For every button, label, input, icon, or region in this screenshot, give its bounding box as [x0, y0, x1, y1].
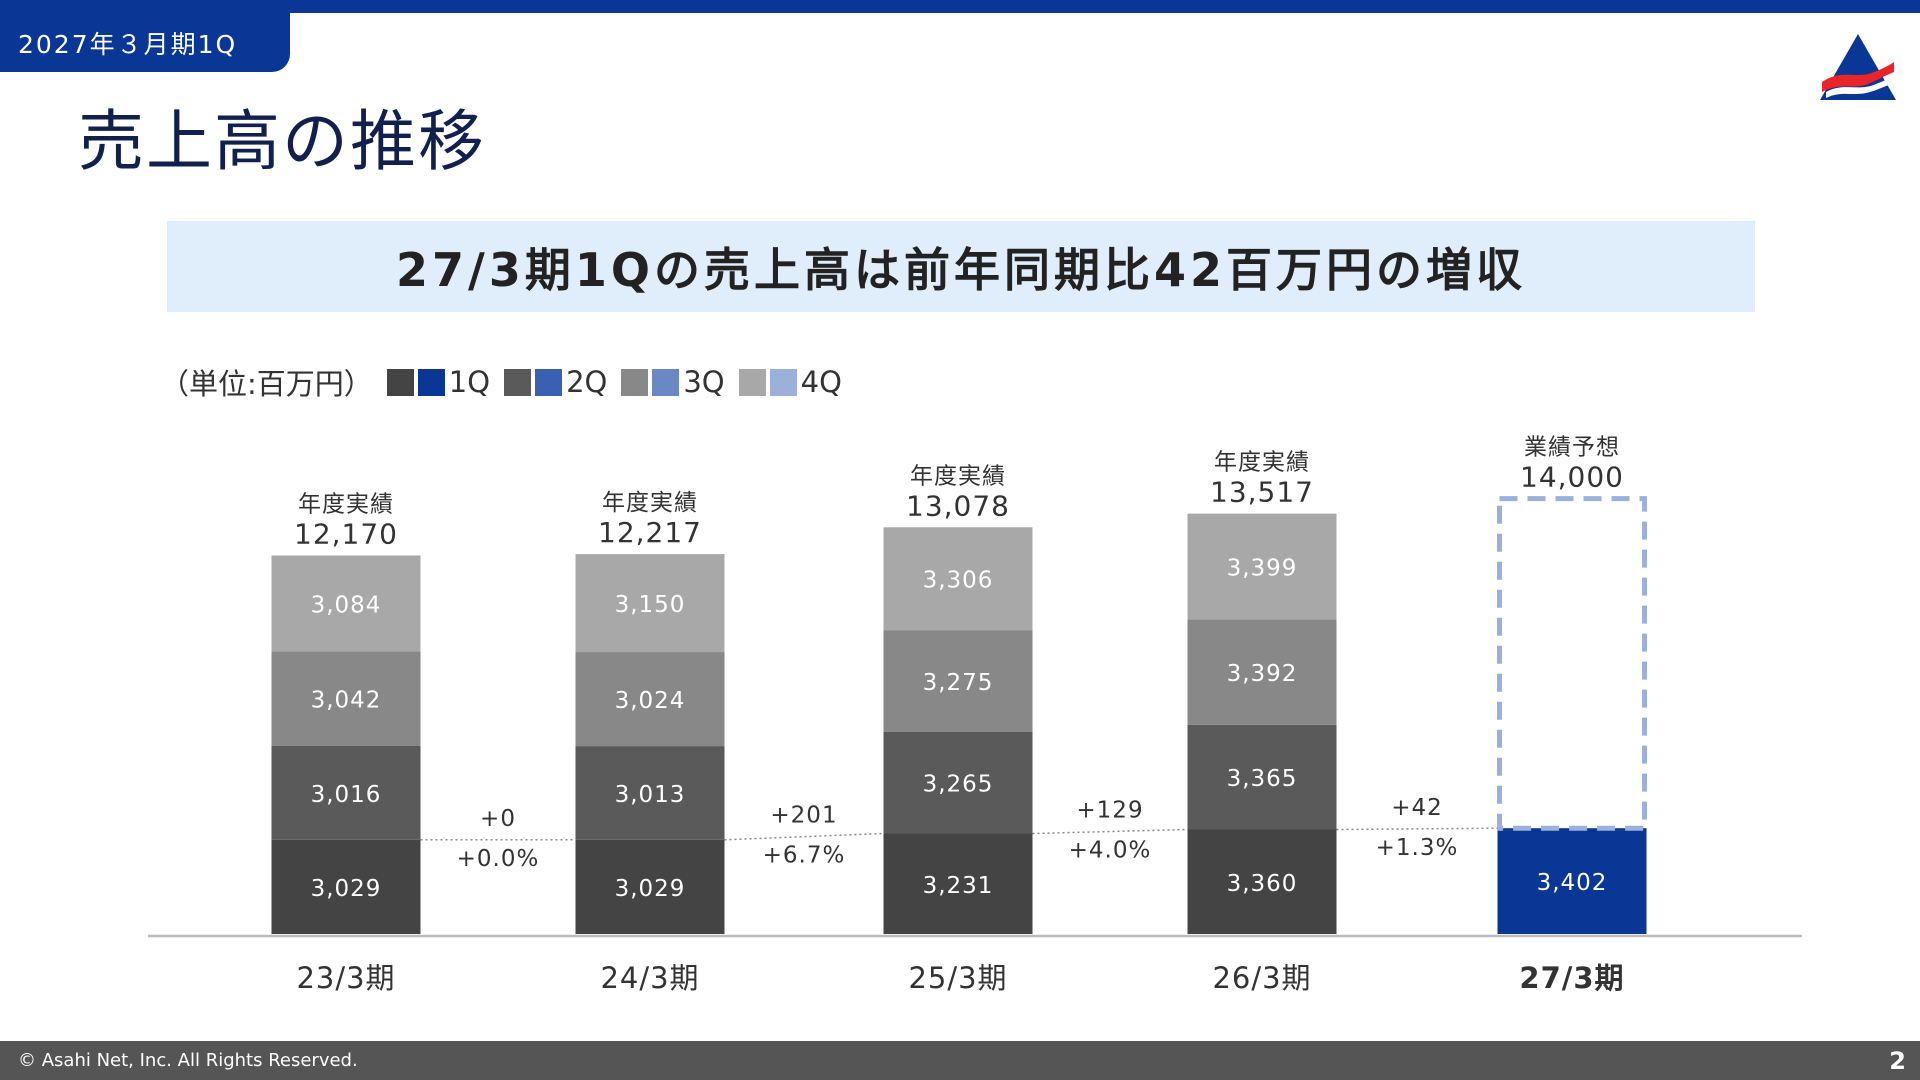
total-value: 14,000 [1520, 461, 1624, 494]
bar-segment-25/3期-3Q [883, 630, 1033, 732]
bar-value-label: 3,016 [311, 782, 382, 808]
bar-value-label: 3,013 [615, 782, 686, 808]
yoy-diff-label: +0 [480, 806, 516, 832]
total-caption: 業績予想 [1524, 435, 1620, 461]
bar-segment-26/3期-2Q [1187, 724, 1337, 830]
chart-legend: （単位:百万円） 1Q 2Q 3Q 4Q [160, 360, 856, 404]
bar-segment-26/3期-4Q [1187, 513, 1337, 620]
bar-value-label: 3,265 [923, 772, 994, 798]
total-caption: 年度実績 [298, 491, 394, 517]
yoy-pct-label: +0.0% [457, 846, 540, 872]
yoy-pct-label: +6.7% [763, 843, 846, 869]
legend-swatch-gray [621, 368, 649, 396]
bar-value-label: 3,150 [615, 592, 686, 618]
legend-item-1q: 1Q [386, 365, 491, 399]
category-label: 26/3期 [1212, 961, 1311, 995]
page-number: 2 [1889, 1046, 1906, 1075]
copyright-text: © Asahi Net, Inc. All Rights Reserved. [18, 1050, 358, 1071]
bar-value-label: 3,024 [615, 688, 686, 714]
bar-segment-25/3期-4Q [883, 527, 1033, 631]
forecast-outline [1497, 496, 1647, 831]
bar-segment-24/3期-2Q [575, 746, 725, 840]
bar-value-label: 3,084 [311, 592, 382, 618]
total-value: 13,078 [906, 489, 1010, 522]
bar-segment-23/3期-4Q [271, 555, 421, 652]
total-value: 13,517 [1210, 476, 1314, 509]
bar-value-label: 3,042 [311, 688, 382, 714]
total-value: 12,170 [294, 517, 398, 550]
legend-swatch-gray [738, 368, 766, 396]
unit-label: （単位:百万円） [160, 367, 373, 401]
legend-swatch-blue [769, 368, 797, 396]
legend-swatch-gray [504, 368, 532, 396]
legend-swatch-gray [386, 368, 414, 396]
bar-segment-24/3期-4Q [575, 554, 725, 653]
bar-value-label: 3,392 [1227, 661, 1298, 687]
legend-swatch-blue [417, 368, 445, 396]
headline-box: 27/3期1Qの売上高は前年同期比42百万円の増収 [167, 221, 1755, 312]
footer: © Asahi Net, Inc. All Rights Reserved. 2 [0, 1041, 1920, 1080]
headline-text: 27/3期1Qの売上高は前年同期比42百万円の増収 [396, 242, 1526, 297]
total-value: 12,217 [598, 516, 702, 549]
yoy-pct-label: +4.0% [1069, 838, 1152, 864]
category-label: 27/3期 [1519, 961, 1624, 995]
bar-value-label: 3,306 [923, 568, 994, 594]
legend-label: 3Q [683, 365, 725, 399]
q1-connector-line [1032, 828, 1188, 835]
bar-segment-25/3期-1Q [883, 833, 1033, 934]
legend-swatch-blue [535, 368, 563, 396]
total-caption: 年度実績 [910, 463, 1006, 489]
legend-label: 4Q [800, 365, 842, 399]
bar-segment-23/3期-1Q [271, 839, 421, 934]
bar-value-label: 3,399 [1227, 556, 1298, 582]
bar-value-label: 3,029 [311, 876, 382, 902]
legend-item-2q: 2Q [504, 365, 607, 399]
total-caption: 年度実績 [1214, 450, 1310, 476]
bar-segment-25/3期-2Q [883, 731, 1033, 834]
bar-segment-26/3期-3Q [1187, 619, 1337, 725]
bar-segment-24/3期-1Q [575, 839, 725, 934]
period-tab: 2027年３月期1Q [0, 13, 290, 72]
legend-label: 1Q [448, 365, 491, 399]
bar-segment-26/3期-1Q [1187, 829, 1337, 934]
bar-value-label: 3,275 [923, 670, 994, 696]
q1-connector-line [724, 832, 884, 841]
period-tab-label: 2027年３月期1Q [18, 29, 238, 59]
bar-segment-27/3期-1Q [1497, 828, 1647, 934]
legend-label: 2Q [566, 365, 608, 399]
category-label: 23/3期 [296, 961, 395, 995]
total-caption: 年度実績 [602, 490, 698, 516]
legend-item-3q: 3Q [621, 365, 725, 399]
legend-swatch-blue [652, 368, 680, 396]
bar-segment-23/3期-2Q [271, 746, 421, 840]
bar-value-label: 3,231 [923, 873, 994, 899]
q1-connector-line [1336, 827, 1498, 831]
bar-value-label: 3,402 [1537, 870, 1608, 896]
legend-item-4q: 4Q [738, 365, 842, 399]
yoy-diff-label: +129 [1076, 798, 1143, 824]
yoy-diff-label: +201 [770, 803, 837, 829]
top-accent-bar [0, 0, 1920, 13]
bar-value-label: 3,360 [1227, 871, 1298, 897]
category-label: 25/3期 [908, 961, 1007, 995]
category-label: 24/3期 [600, 961, 699, 995]
page-title: 売上高の推移 [78, 103, 486, 180]
bar-value-label: 3,365 [1227, 766, 1298, 792]
bar-value-label: 3,029 [615, 876, 686, 902]
yoy-pct-label: +1.3% [1376, 835, 1459, 861]
bar-segment-24/3期-3Q [575, 652, 725, 747]
company-logo [1820, 34, 1896, 100]
bar-segment-23/3期-3Q [271, 651, 421, 747]
yoy-diff-label: +42 [1391, 795, 1443, 821]
